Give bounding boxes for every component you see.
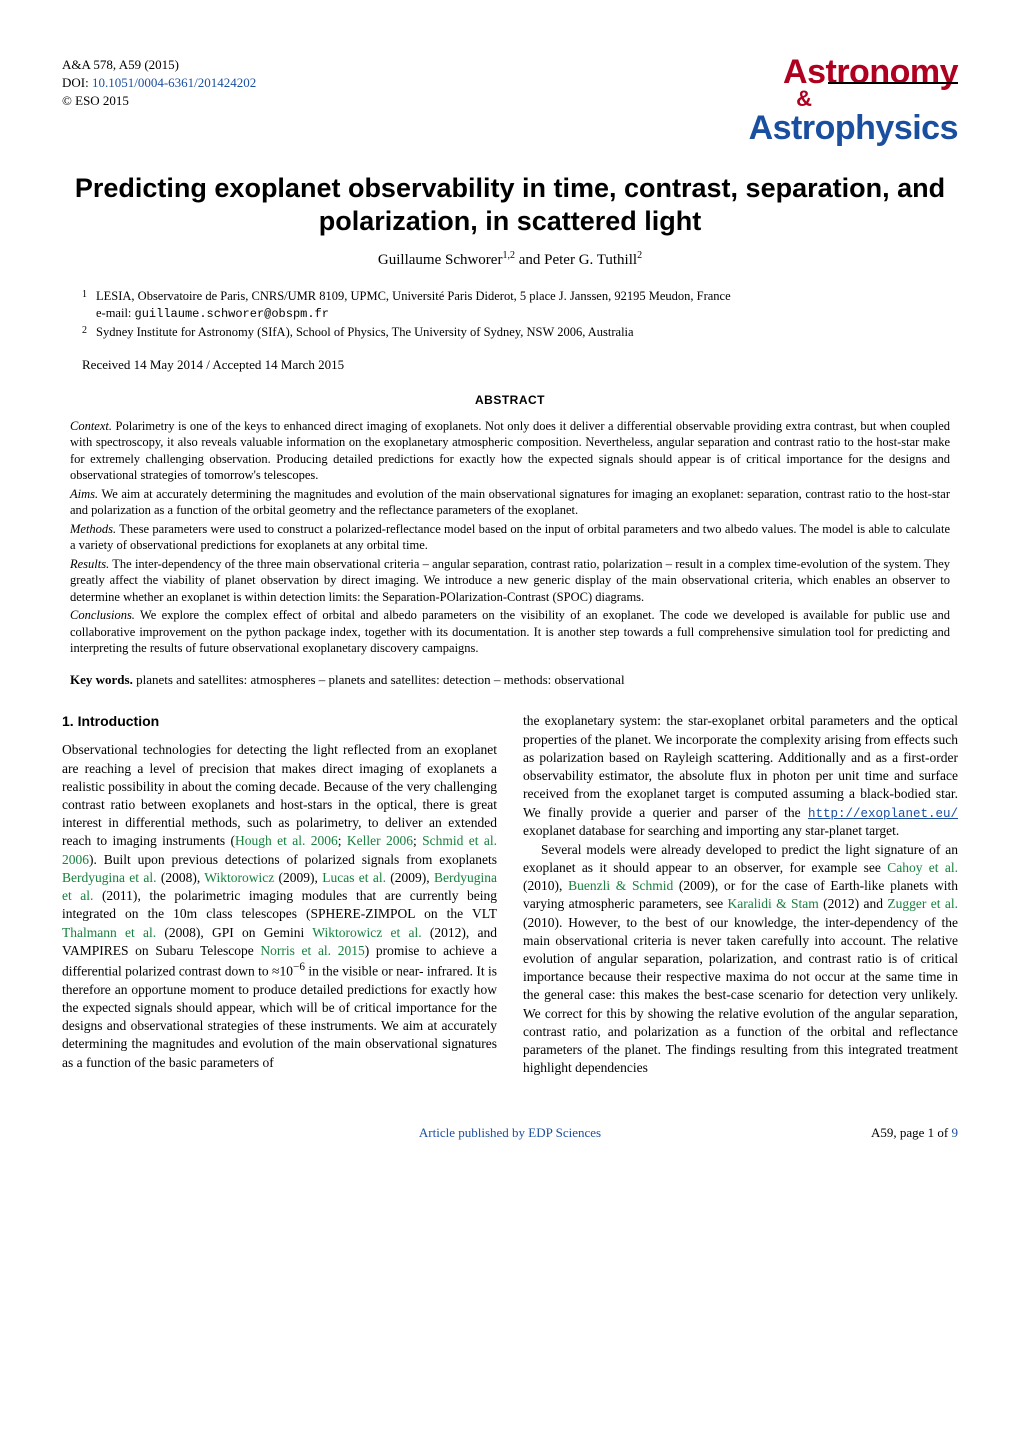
cite-wiktorowicz-2012[interactable]: Wiktorowicz et al. [312, 925, 421, 940]
intro-paragraph-right-2: Several models were already developed to… [523, 841, 958, 1078]
journal-ref-line: A&A 578, A59 (2015) [62, 56, 256, 74]
page-header: A&A 578, A59 (2015) DOI: 10.1051/0004-63… [62, 56, 958, 144]
journal-logo: Astronomy & Astrophysics [749, 56, 958, 144]
author-and: and Peter G. Tuthill [515, 252, 637, 268]
abstract-methods: Methods. These parameters were used to c… [70, 521, 950, 554]
cite-thalmann-2008[interactable]: Thalmann et al. [62, 925, 156, 940]
journal-reference-block: A&A 578, A59 (2015) DOI: 10.1051/0004-63… [62, 56, 256, 111]
two-column-body: 1. Introduction Observational technologi… [62, 712, 958, 1077]
affil-1-email[interactable]: guillaume.schworer@obspm.fr [135, 307, 329, 321]
cite-wiktorowicz-2009[interactable]: Wiktorowicz [204, 870, 274, 885]
affil-2-num: 2 [82, 325, 87, 336]
page-total-link[interactable]: 9 [952, 1125, 959, 1140]
sup-minus6: −6 [293, 961, 305, 973]
author-1: Guillaume Schworer [378, 252, 503, 268]
keywords-line: Key words. planets and satellites: atmos… [70, 671, 950, 689]
exoplanet-db-url[interactable]: http://exoplanet.eu/ [808, 807, 958, 821]
left-column: 1. Introduction Observational technologi… [62, 712, 497, 1077]
page-number: A59, page 1 of 9 [808, 1124, 958, 1142]
right-column: the exoplanetary system: the star-exopla… [523, 712, 958, 1077]
logo-ampersand: & [796, 84, 812, 114]
section-1-header: 1. Introduction [62, 712, 497, 731]
abstract-aims-label: Aims. [70, 487, 98, 501]
copyright-line: © ESO 2015 [62, 92, 256, 110]
keywords-label: Key words. [70, 672, 133, 687]
abstract-methods-label: Methods. [70, 522, 116, 536]
abstract-aims: Aims. We aim at accurately determining t… [70, 486, 950, 519]
abstract-conclusions-text: We explore the complex effect of orbital… [70, 608, 950, 655]
author-2-affil-sup: 2 [637, 250, 642, 261]
abstract-results-label: Results. [70, 557, 109, 571]
publisher-link[interactable]: Article published by EDP Sciences [212, 1124, 808, 1142]
abstract-header: ABSTRACT [62, 392, 958, 408]
affil-2-text: Sydney Institute for Astronomy (SIfA), S… [96, 324, 634, 342]
abstract-context-label: Context. [70, 419, 112, 433]
affil-1-email-label: e-mail: [96, 306, 135, 320]
page-number-text: A59, page 1 of [871, 1125, 952, 1140]
affiliation-1: 1 LESIA, Observatoire de Paris, CNRS/UMR… [82, 288, 938, 322]
affiliations-block: 1 LESIA, Observatoire de Paris, CNRS/UMR… [82, 288, 938, 342]
author-line: Guillaume Schworer1,2 and Peter G. Tuthi… [62, 249, 958, 270]
abstract-results-text: The inter-dependency of the three main o… [70, 557, 950, 604]
abstract-results: Results. The inter-dependency of the thr… [70, 556, 950, 606]
page-footer: Article published by EDP Sciences A59, p… [62, 1124, 958, 1142]
logo-word-astrophysics: Astrophysics [749, 112, 958, 144]
cite-lucas-2009[interactable]: Lucas et al. [322, 870, 386, 885]
abstract-methods-text: These parameters were used to construct … [70, 522, 950, 553]
abstract-aims-text: We aim at accurately determining the mag… [70, 487, 950, 518]
doi-link[interactable]: 10.1051/0004-6361/201424202 [92, 75, 256, 90]
cite-cahoy-2010[interactable]: Cahoy et al. [887, 860, 958, 875]
keywords-text: planets and satellites: atmospheres – pl… [133, 672, 625, 687]
cite-zugger-2010[interactable]: Zugger et al. [887, 896, 958, 911]
abstract-context: Context. Polarimetry is one of the keys … [70, 418, 950, 484]
abstract-context-text: Polarimetry is one of the keys to enhanc… [70, 419, 950, 483]
cite-keller-2006[interactable]: Keller 2006 [347, 833, 413, 848]
author-1-affil-sup: 1,2 [502, 250, 515, 261]
doi-prefix: DOI: [62, 75, 92, 90]
cite-hough-2006[interactable]: Hough et al. 2006 [235, 833, 338, 848]
intro-paragraph-left: Observational technologies for detecting… [62, 741, 497, 1071]
cite-buenzli-2009[interactable]: Buenzli & Schmid [568, 878, 673, 893]
cite-norris-2015[interactable]: Norris et al. 2015 [260, 943, 364, 958]
abstract-block: Context. Polarimetry is one of the keys … [70, 418, 950, 657]
abstract-conclusions-label: Conclusions. [70, 608, 135, 622]
cite-berdyugina-2008[interactable]: Berdyugina et al. [62, 870, 157, 885]
doi-line: DOI: 10.1051/0004-6361/201424202 [62, 74, 256, 92]
intro-paragraph-right-1: the exoplanetary system: the star-exopla… [523, 712, 958, 840]
paper-title: Predicting exoplanet observability in ti… [62, 172, 958, 237]
abstract-conclusions: Conclusions. We explore the complex effe… [70, 607, 950, 657]
logo-rule [828, 82, 958, 84]
affil-1-num: 1 [82, 289, 87, 300]
received-accepted-dates: Received 14 May 2014 / Accepted 14 March… [82, 356, 938, 374]
footer-left-spacer [62, 1124, 212, 1142]
affil-1-text: LESIA, Observatoire de Paris, CNRS/UMR 8… [96, 289, 731, 303]
affiliation-2: 2 Sydney Institute for Astronomy (SIfA),… [82, 324, 938, 342]
cite-karalidi-2012[interactable]: Karalidi & Stam [728, 896, 819, 911]
